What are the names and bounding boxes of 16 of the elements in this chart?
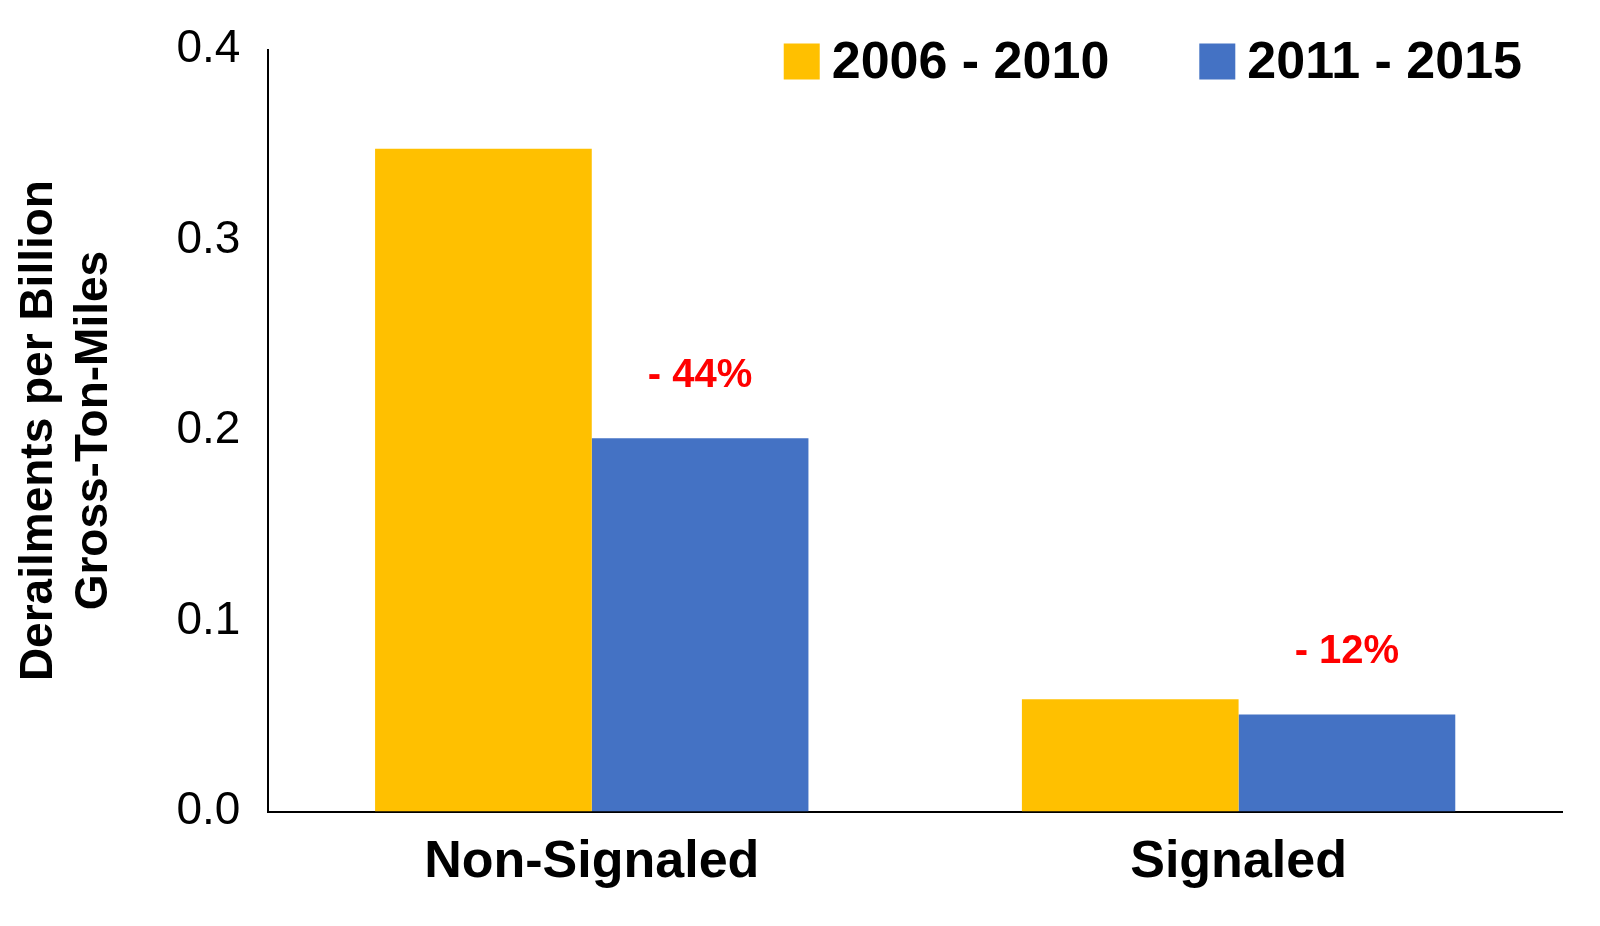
y-tick-label: 0.3 [176,210,241,263]
bar [1021,699,1239,812]
legend-label: 2011 - 2015 [1247,30,1522,89]
annotation: - 12% [1294,627,1400,672]
x-tick-label: Non-Signaled [424,830,760,889]
x-tick-label: Signaled [1130,830,1347,889]
annotation: - 44% [647,351,753,396]
y-tick-label: 0.2 [176,401,241,454]
y-tick-label: 0.0 [176,782,241,835]
bar [375,148,592,812]
y-axis-title: Derailments per Billion Gross-Ton-Miles [10,180,118,682]
y-tick-label: 0.4 [176,20,241,73]
y-tick-label: 0.1 [176,591,241,644]
bar [591,438,809,812]
bar [1238,714,1456,812]
legend-label: 2006 - 2010 [831,30,1110,89]
